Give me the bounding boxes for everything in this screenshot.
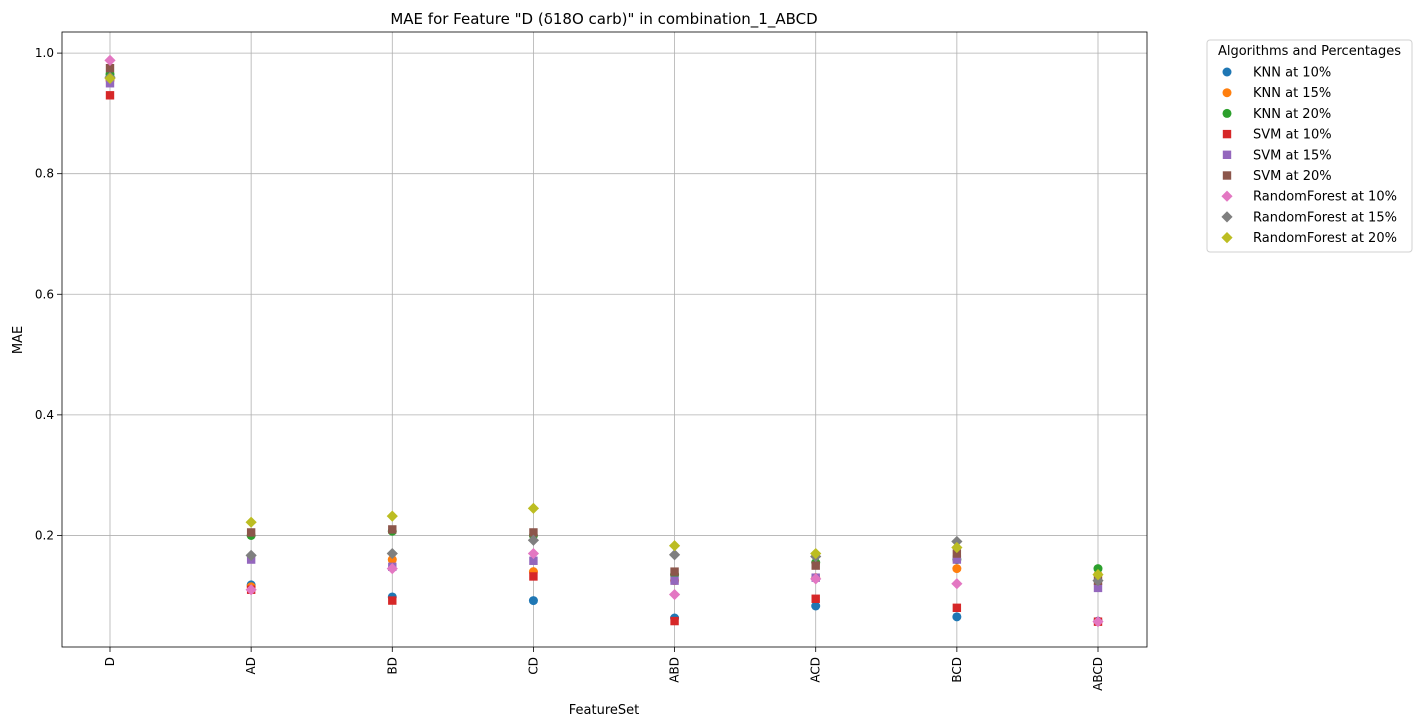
data-point	[952, 555, 962, 564]
x-axis-label: FeatureSet	[569, 703, 639, 718]
data-point	[527, 502, 540, 514]
data-point	[1092, 575, 1104, 587]
legend-marker	[1222, 88, 1232, 98]
data-point	[386, 510, 398, 522]
data-point	[1092, 569, 1104, 581]
data-point	[104, 54, 116, 66]
data-point	[952, 549, 962, 558]
axes: D AD BD CD ABD ACD BCD ABCD 0.2 0.4 0.6 0.8 1.0	[35, 31, 1148, 691]
data-point	[105, 63, 115, 73]
data-point	[527, 547, 540, 560]
y-tick-label: 0.2	[35, 528, 54, 542]
plot-frame	[61, 31, 1148, 648]
x-tick-label: BCD	[950, 657, 964, 683]
data-point	[388, 596, 397, 605]
data-point	[952, 612, 962, 622]
data-point	[245, 584, 257, 596]
legend-marker	[1221, 190, 1233, 202]
data-point	[668, 588, 681, 601]
data-point	[527, 534, 540, 546]
legend-marker	[1221, 232, 1233, 244]
legend-marker	[1222, 67, 1232, 77]
data-point	[951, 578, 963, 590]
legend-entry: RandomForest at 10%	[1253, 190, 1397, 205]
data-point	[670, 567, 679, 576]
legend-entry: KNN at 10%	[1253, 66, 1331, 81]
y-tick-label: 0.6	[35, 287, 54, 301]
legend-marker	[1222, 129, 1232, 139]
data-point	[245, 516, 257, 528]
legend-marker	[1222, 108, 1232, 118]
data-point	[246, 528, 256, 537]
x-tick-label: ABD	[668, 657, 682, 683]
legend-entry: RandomForest at 20%	[1253, 231, 1397, 246]
x-tick-label: CD	[526, 657, 540, 675]
data-points	[104, 54, 1104, 628]
y-axis-label: MAE	[11, 326, 26, 354]
x-tick-label: ACD	[809, 657, 823, 683]
x-tick-label: BD	[385, 657, 399, 674]
data-point	[668, 549, 681, 561]
data-point	[529, 572, 538, 581]
data-point	[1093, 564, 1103, 574]
data-point	[104, 72, 116, 85]
data-point	[529, 556, 538, 565]
y-tick-label: 0.4	[35, 408, 54, 422]
data-point	[245, 549, 257, 561]
chart-title: MAE for Feature "D (δ18O carb)" in combi…	[390, 10, 817, 29]
legend-marker	[1222, 171, 1232, 180]
legend-box	[1206, 39, 1413, 253]
legend-marker	[1221, 211, 1233, 223]
grid-lines	[62, 32, 1147, 647]
data-point	[387, 555, 397, 565]
data-point	[952, 603, 962, 613]
data-point	[811, 594, 820, 603]
data-point	[528, 596, 538, 606]
legend-entry: KNN at 20%	[1253, 107, 1331, 122]
data-point	[386, 547, 398, 560]
data-point	[810, 573, 822, 585]
data-point	[810, 547, 822, 560]
y-tick-label: 0.8	[35, 167, 54, 181]
data-point	[1092, 616, 1104, 628]
data-point	[952, 564, 962, 574]
data-point	[951, 541, 963, 554]
x-tick-label: D	[103, 657, 117, 666]
data-point	[1093, 583, 1103, 593]
data-point	[670, 616, 679, 626]
x-tick-label: ABCD	[1091, 657, 1105, 691]
legend-entry: RandomForest at 15%	[1253, 210, 1397, 225]
legend-entry: SVM at 10%	[1253, 128, 1332, 143]
legend: Algorithms and Percentages KNN at 10% KNN …	[1206, 39, 1413, 253]
data-point	[811, 601, 821, 611]
data-point	[668, 540, 681, 552]
data-point	[811, 561, 820, 570]
x-tick-label: AD	[244, 657, 258, 674]
data-point	[951, 535, 963, 548]
data-point	[386, 563, 398, 575]
data-point	[388, 525, 397, 534]
legend-entry: SVM at 20%	[1253, 169, 1332, 184]
legend-marker	[1222, 150, 1232, 159]
legend-title: Algorithms and Percentages	[1218, 44, 1401, 59]
data-point	[105, 91, 115, 100]
data-point	[670, 576, 679, 585]
legend-entry: KNN at 15%	[1253, 86, 1331, 101]
y-tick-label: 1.0	[35, 46, 54, 60]
data-point	[529, 528, 538, 537]
legend-entry: SVM at 15%	[1253, 148, 1332, 163]
